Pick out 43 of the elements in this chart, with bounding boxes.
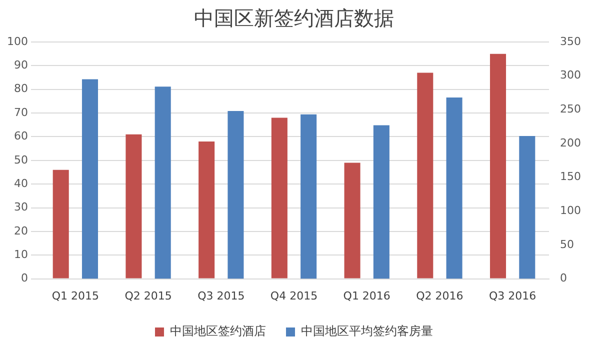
y-tick-label: 80: [14, 82, 28, 96]
bar: [52, 170, 69, 278]
chart-title: 中国区新签约酒店数据: [194, 6, 394, 30]
legend-label: 中国地区签约酒店: [170, 324, 266, 338]
x-tick-label: Q2 2016: [416, 289, 464, 302]
bar: [490, 54, 506, 278]
bar: [198, 141, 215, 278]
bar: [82, 79, 98, 279]
y-tick-label: 10: [14, 248, 28, 261]
y-tick-label: 50: [14, 153, 28, 166]
x-tick-label: Q4 2015: [270, 289, 318, 302]
bar: [154, 86, 171, 279]
bar: [300, 114, 317, 279]
bar: [519, 136, 536, 279]
y-tick-label: 70: [14, 106, 28, 119]
y-tick-label: 0: [20, 272, 28, 285]
y2-tick-label: 300: [560, 68, 582, 82]
x-tick-label: Q2 2015: [124, 289, 172, 302]
y2-tick-label: 0: [560, 272, 568, 285]
y-tick-label: 30: [14, 200, 28, 214]
y-tick-label: 60: [14, 130, 28, 143]
y2-tick-label: 100: [560, 204, 582, 217]
y2-tick-label: 150: [560, 170, 582, 184]
y-tick-label: 40: [14, 176, 28, 190]
bar: [344, 162, 360, 278]
bar: [271, 118, 288, 278]
y2-tick-label: 200: [560, 136, 582, 150]
y-tick-label: 20: [14, 224, 28, 238]
y-tick-label: 90: [14, 58, 28, 72]
bar: [417, 72, 434, 278]
x-tick-label: Q3 2016: [488, 289, 536, 302]
bar: [228, 111, 244, 279]
bar: [126, 134, 142, 278]
y2-tick-label: 50: [560, 238, 574, 251]
y-tick-label: 100: [6, 34, 28, 48]
x-tick-label: Q1 2015: [52, 289, 100, 302]
legend-label: 中国地区平均签约客房量: [301, 324, 433, 338]
bar: [446, 97, 462, 279]
x-tick-label: Q1 2016: [343, 289, 390, 302]
y2-tick-label: 350: [560, 34, 582, 48]
y2-tick-label: 250: [560, 102, 582, 116]
x-tick-label: Q3 2015: [198, 289, 245, 302]
bar: [373, 125, 390, 279]
